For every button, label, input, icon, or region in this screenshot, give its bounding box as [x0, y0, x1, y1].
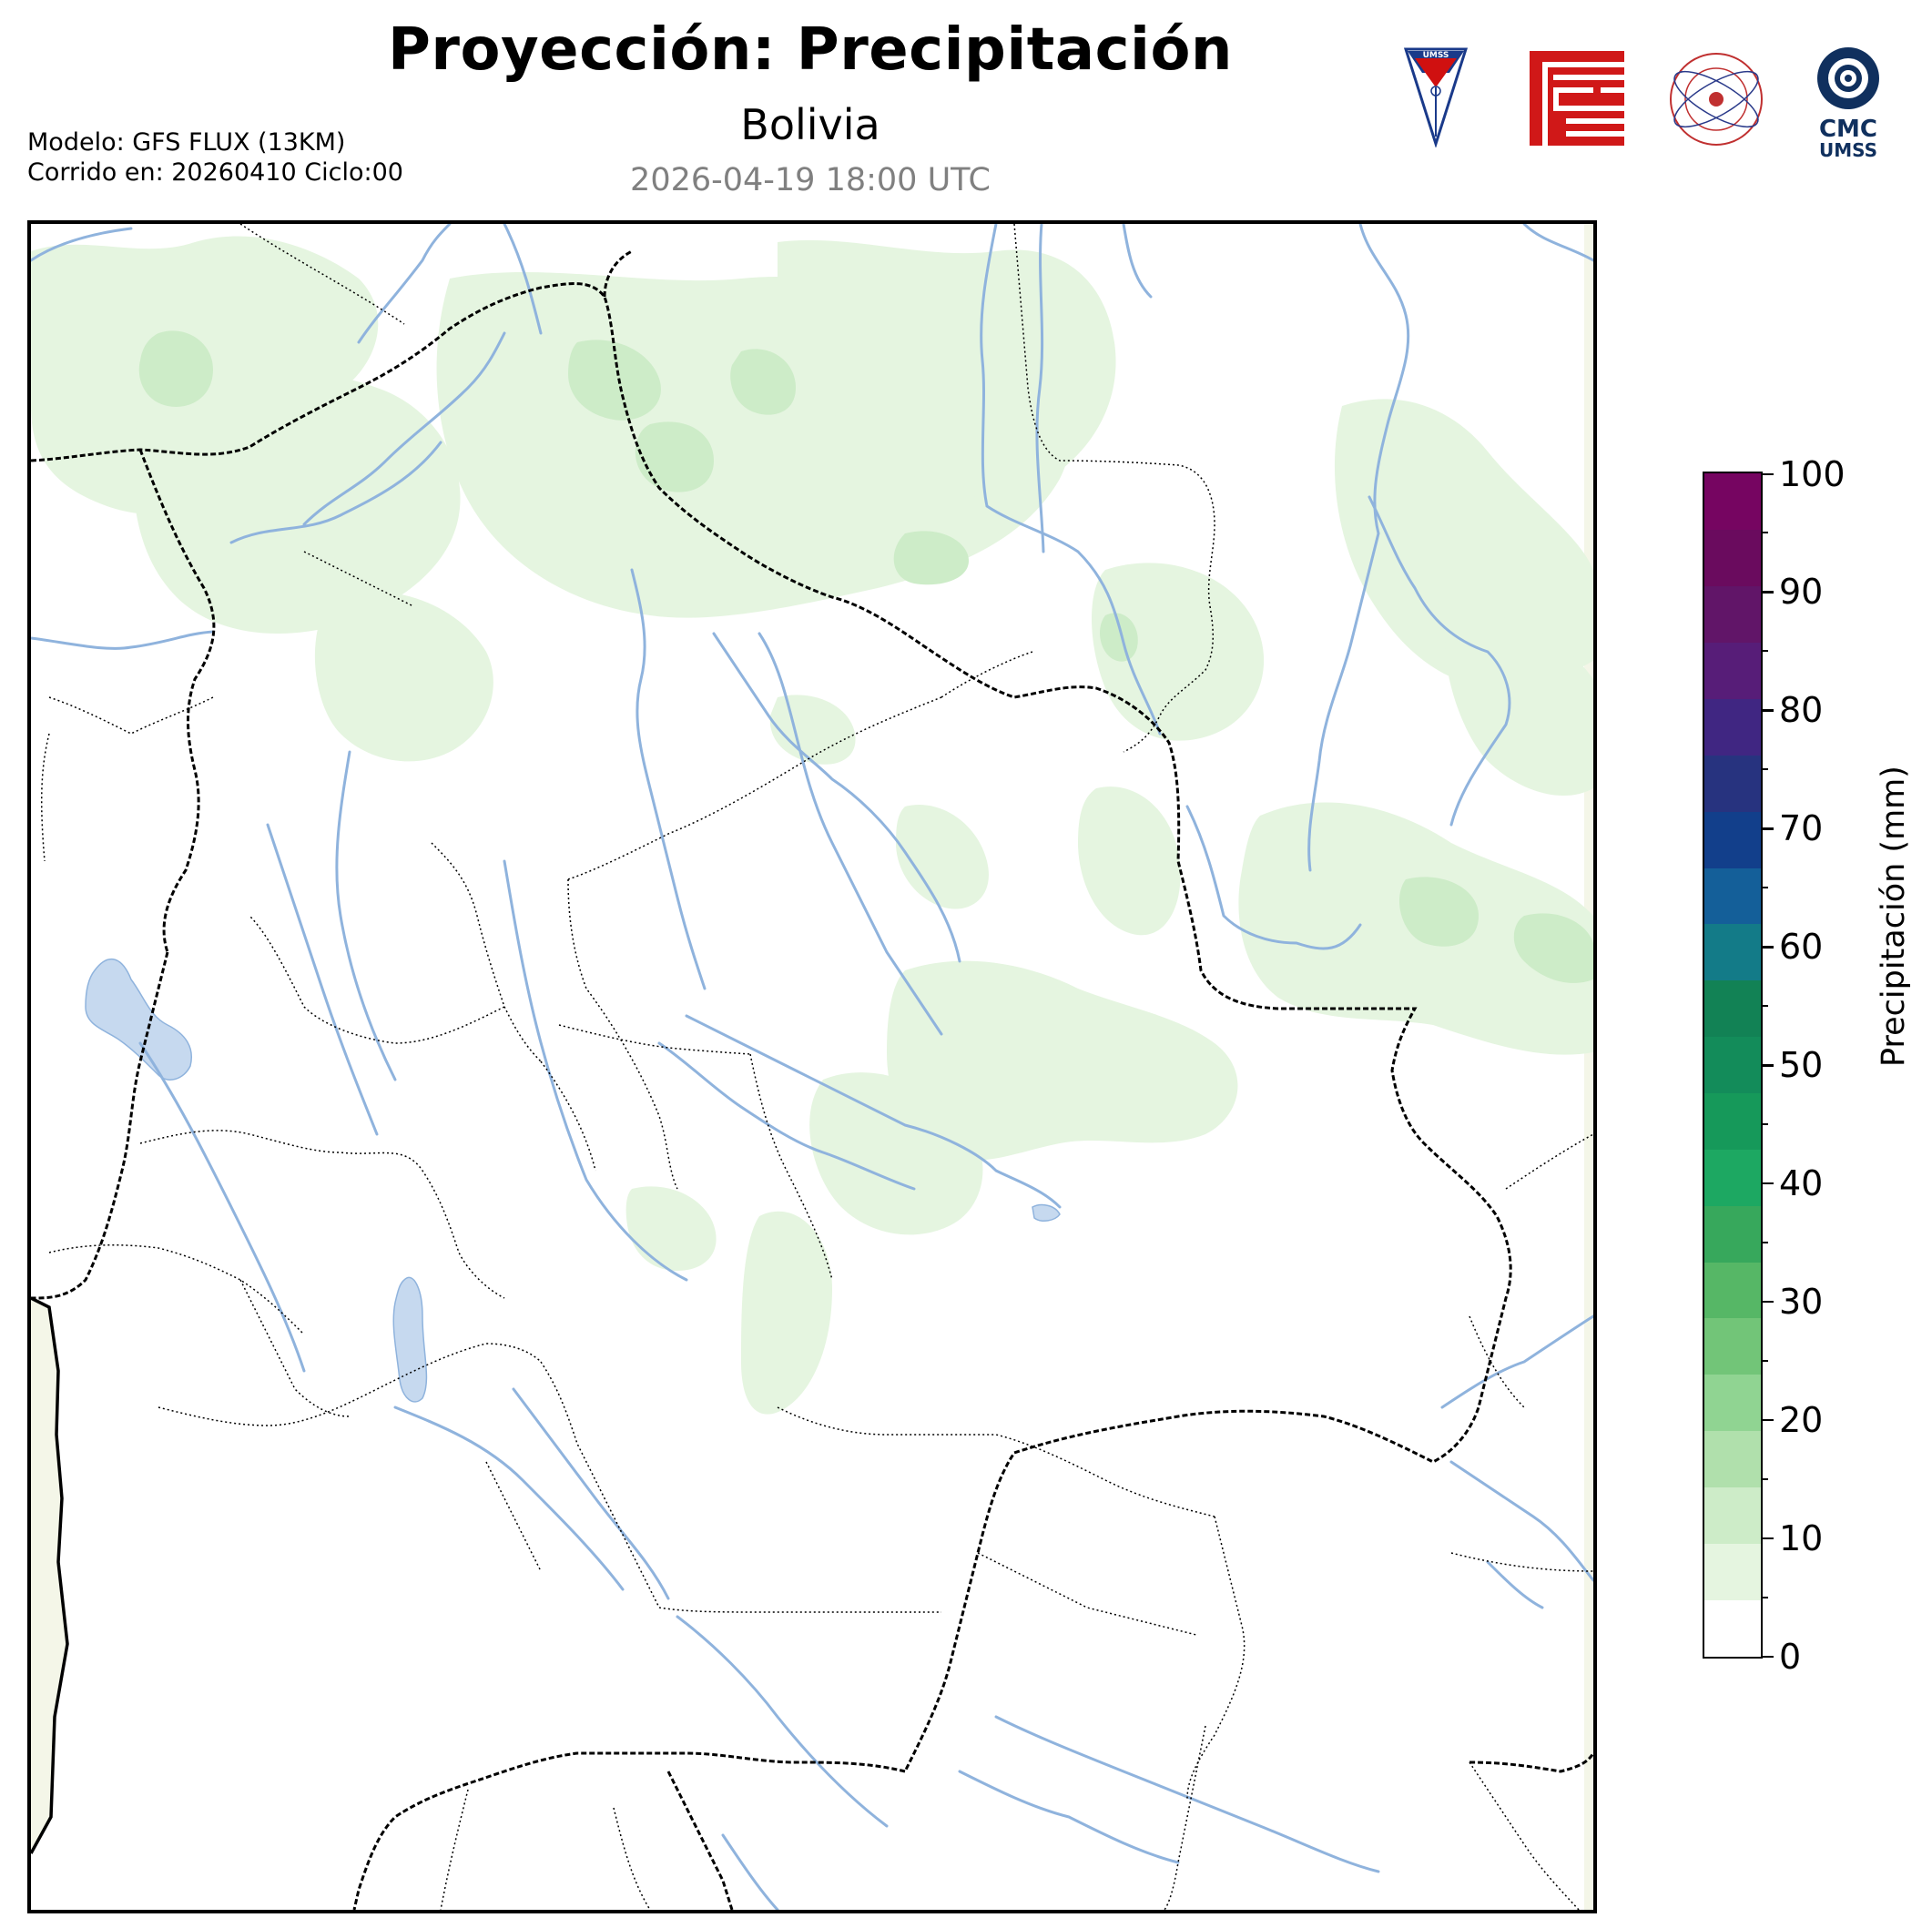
colorbar-segment	[1704, 811, 1761, 868]
colorbar-major-tick	[1761, 1655, 1774, 1658]
physics-department-seal	[1670, 53, 1763, 146]
colorbar-segment	[1704, 1262, 1761, 1319]
colorbar-segment	[1704, 473, 1761, 531]
precip-mid-areas	[138, 330, 1593, 983]
colorbar-tick-label: 100	[1779, 453, 1846, 494]
colorbar-major-tick	[1761, 827, 1774, 830]
umss-shield-logo: UMSS	[1404, 47, 1468, 147]
model-name: Modelo: GFS FLUX (13KM)	[27, 128, 346, 157]
colorbar-minor-tick	[1761, 1241, 1768, 1243]
logo-strip: UMSS CMC UMSS	[1393, 46, 1903, 158]
colorbar-segment	[1704, 1543, 1761, 1600]
cmc-umss-logo: CMC UMSS	[1817, 47, 1879, 158]
colorbar-segment	[1704, 698, 1761, 756]
svg-text:UMSS: UMSS	[1819, 139, 1877, 158]
colorbar-segment	[1704, 1374, 1761, 1432]
colorbar-tick-label: 30	[1779, 1281, 1824, 1322]
colorbar-segment	[1704, 1205, 1761, 1263]
colorbar-minor-tick	[1761, 1359, 1768, 1362]
ocean-edge	[1584, 224, 1593, 1910]
colorbar-segment	[1704, 979, 1761, 1038]
colorbar-tick-label: 80	[1779, 690, 1824, 731]
page-title: Proyección: Precipitación	[388, 16, 1233, 84]
colorbar-minor-tick	[1761, 1596, 1768, 1598]
colorbar-major-tick	[1761, 1537, 1774, 1540]
colorbar-minor-tick	[1761, 887, 1768, 889]
coastline	[31, 1296, 69, 1854]
colorbar-tick-label: 0	[1779, 1636, 1802, 1677]
colorbar-major-tick	[1761, 1418, 1774, 1422]
country-borders	[31, 249, 1593, 1910]
colorbar-segment	[1704, 1487, 1761, 1544]
colorbar-minor-tick	[1761, 532, 1768, 534]
colorbar-major-tick	[1761, 946, 1774, 949]
colorbar-tick-label: 20	[1779, 1399, 1824, 1440]
colorbar-major-tick	[1761, 472, 1774, 475]
svg-text:UMSS: UMSS	[1423, 51, 1449, 60]
precip-light-areas	[31, 236, 1593, 1415]
colorbar-segment	[1704, 755, 1761, 812]
colorbar-segment	[1704, 642, 1761, 700]
colorbar-tick-label: 70	[1779, 808, 1824, 849]
model-run: Corrido en: 20260410 Ciclo:00	[27, 158, 403, 187]
colorbar-major-tick	[1761, 1064, 1774, 1067]
colorbar-minor-tick	[1761, 1122, 1768, 1125]
colorbar-segment	[1704, 1092, 1761, 1150]
red-maze-logo	[1530, 51, 1624, 146]
colorbar-segment	[1704, 1599, 1761, 1657]
model-info: Modelo: GFS FLUX (13KM) Corrido en: 2026…	[27, 127, 403, 188]
colorbar-minor-tick	[1761, 1005, 1768, 1008]
colorbar-segment	[1704, 1036, 1761, 1094]
colorbar-tick-label: 60	[1779, 927, 1824, 968]
colorbar-tick-label: 50	[1779, 1045, 1824, 1085]
colorbar-major-tick	[1761, 709, 1774, 712]
colorbar-label: Precipitación (mm)	[1876, 766, 1912, 1067]
svg-text:CMC: CMC	[1819, 116, 1877, 143]
colorbar-segment	[1704, 585, 1761, 644]
colorbar-segment	[1704, 1430, 1761, 1488]
colorbar: 0 10 20 30 40 50 60 70 80 90 100	[1703, 457, 1921, 1674]
colorbar-major-tick	[1761, 1182, 1774, 1185]
colorbar-major-tick	[1761, 591, 1774, 594]
colorbar-segment	[1704, 529, 1761, 587]
colorbar-minor-tick	[1761, 650, 1768, 653]
forecast-datetime: 2026-04-19 18:00 UTC	[630, 162, 991, 198]
colorbar-minor-tick	[1761, 1477, 1768, 1480]
colorbar-tick-label: 40	[1779, 1162, 1824, 1203]
colorbar-segment	[1704, 1149, 1761, 1206]
region-subtitle: Bolivia	[740, 100, 880, 149]
colorbar-minor-tick	[1761, 768, 1768, 771]
colorbar-segment	[1704, 1317, 1761, 1375]
colorbar-tick-label: 10	[1779, 1517, 1824, 1558]
department-borders	[40, 224, 1593, 1910]
rivers	[31, 224, 1593, 1910]
lakes	[85, 958, 1061, 1403]
lake-poopo	[392, 1276, 428, 1403]
colorbar-scale	[1703, 472, 1763, 1659]
colorbar-major-tick	[1761, 1300, 1774, 1304]
ocean-area	[31, 1298, 67, 1853]
colorbar-segment	[1704, 868, 1761, 925]
colorbar-segment	[1704, 923, 1761, 981]
lake-titicaca	[85, 958, 192, 1081]
colorbar-tick-label: 90	[1779, 572, 1824, 613]
precipitation-map[interactable]	[27, 220, 1597, 1913]
